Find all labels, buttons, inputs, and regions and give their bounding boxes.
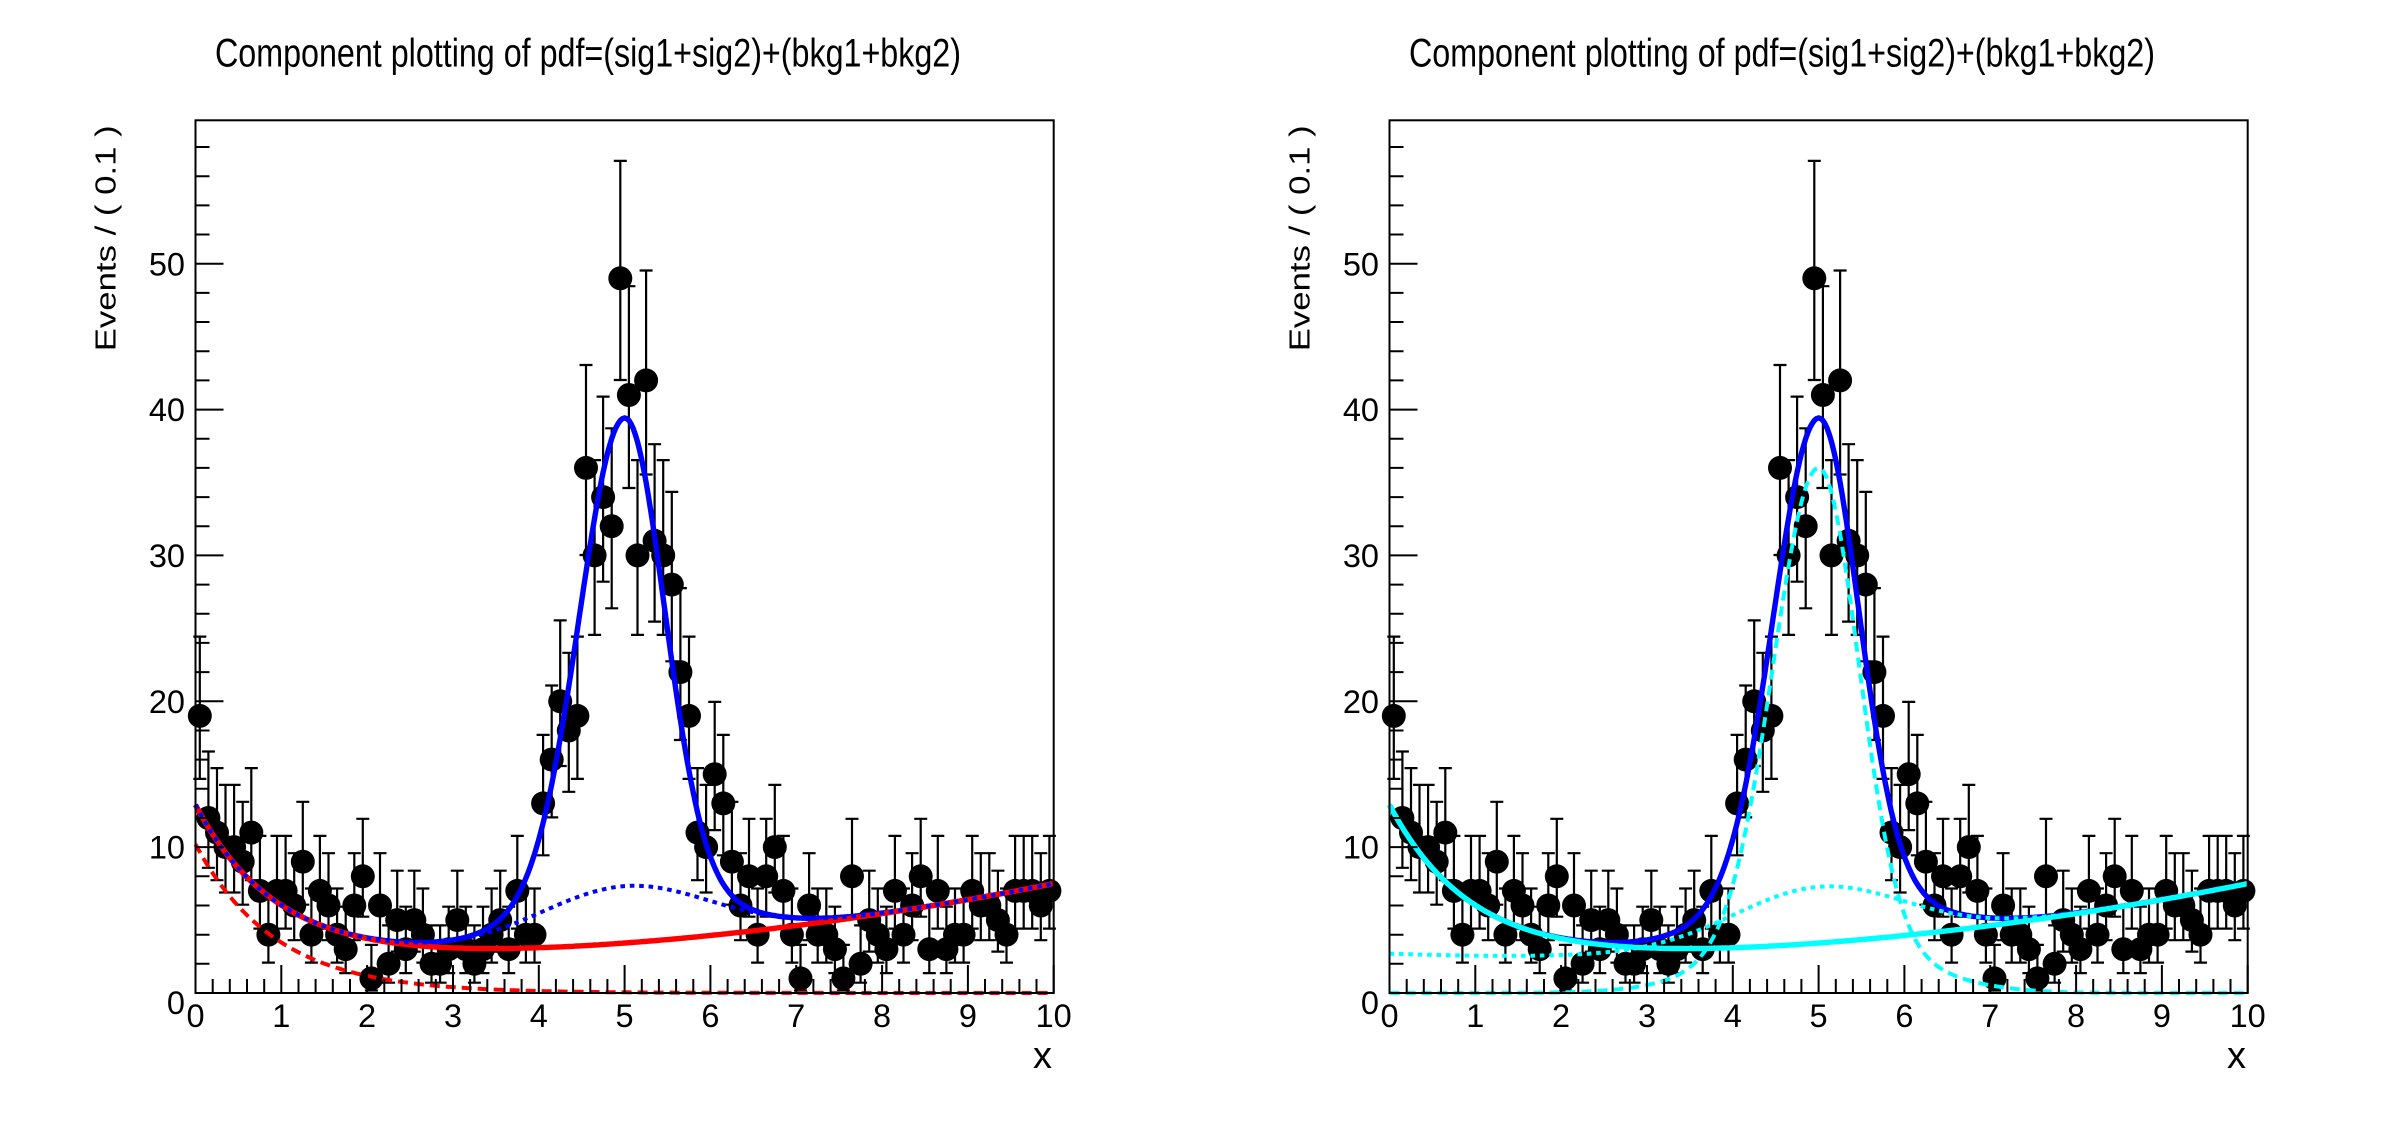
svg-text:10: 10 [2230, 998, 2266, 1034]
svg-text:50: 50 [1343, 246, 1379, 282]
svg-text:Events / ( 0.1 ): Events / ( 0.1 ) [91, 125, 123, 351]
svg-text:2: 2 [1552, 998, 1570, 1034]
svg-text:9: 9 [2153, 998, 2171, 1034]
svg-text:0: 0 [1361, 985, 1379, 1021]
svg-text:40: 40 [1343, 392, 1379, 428]
svg-text:20: 20 [149, 684, 185, 720]
svg-text:2: 2 [358, 998, 376, 1034]
svg-text:1: 1 [272, 998, 290, 1034]
svg-text:3: 3 [1638, 998, 1656, 1034]
svg-text:8: 8 [873, 998, 891, 1034]
svg-text:6: 6 [1895, 998, 1913, 1034]
svg-text:8: 8 [2067, 998, 2085, 1034]
svg-text:Component plotting of pdf=(sig: Component plotting of pdf=(sig1+sig2)+(b… [215, 32, 961, 76]
svg-text:1: 1 [1466, 998, 1484, 1034]
svg-text:5: 5 [616, 998, 634, 1034]
svg-text:0: 0 [167, 985, 185, 1021]
svg-text:4: 4 [530, 998, 548, 1034]
svg-text:10: 10 [1343, 830, 1379, 866]
svg-text:20: 20 [1343, 684, 1379, 720]
svg-text:x: x [2227, 1035, 2246, 1077]
svg-text:0: 0 [186, 998, 204, 1034]
svg-text:Component plotting of pdf=(sig: Component plotting of pdf=(sig1+sig2)+(b… [1409, 32, 2155, 76]
svg-text:7: 7 [1981, 998, 1999, 1034]
svg-text:40: 40 [149, 392, 185, 428]
svg-text:4: 4 [1724, 998, 1742, 1034]
svg-text:10: 10 [149, 830, 185, 866]
svg-text:3: 3 [444, 998, 462, 1034]
svg-text:9: 9 [959, 998, 977, 1034]
svg-text:6: 6 [701, 998, 719, 1034]
svg-text:50: 50 [149, 246, 185, 282]
svg-text:7: 7 [787, 998, 805, 1034]
svg-text:0: 0 [1380, 998, 1398, 1034]
svg-text:5: 5 [1810, 998, 1828, 1034]
svg-text:10: 10 [1036, 998, 1072, 1034]
svg-text:30: 30 [1343, 538, 1379, 574]
svg-text:30: 30 [149, 538, 185, 574]
svg-text:Events / ( 0.1 ): Events / ( 0.1 ) [1285, 125, 1317, 351]
svg-text:x: x [1033, 1035, 1052, 1077]
